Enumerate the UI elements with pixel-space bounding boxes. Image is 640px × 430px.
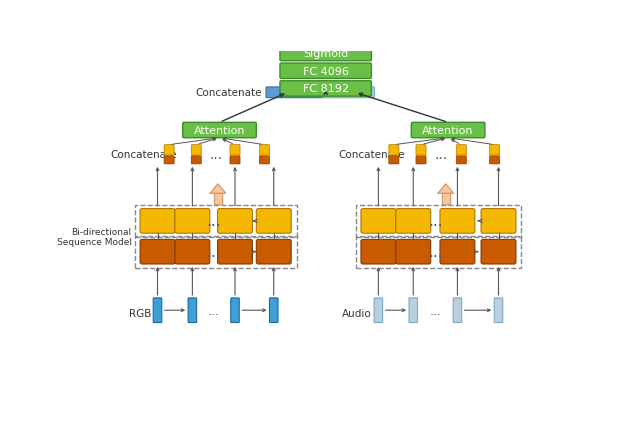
FancyBboxPatch shape xyxy=(175,240,210,264)
FancyBboxPatch shape xyxy=(456,145,467,156)
Text: ...: ... xyxy=(428,245,443,260)
Text: Concatenate: Concatenate xyxy=(110,150,177,160)
FancyBboxPatch shape xyxy=(182,123,256,138)
FancyBboxPatch shape xyxy=(153,298,162,323)
Text: ...: ... xyxy=(429,304,442,317)
FancyBboxPatch shape xyxy=(374,298,383,323)
Bar xyxy=(355,205,522,237)
FancyBboxPatch shape xyxy=(396,240,431,264)
FancyBboxPatch shape xyxy=(440,209,475,233)
FancyBboxPatch shape xyxy=(175,209,210,233)
FancyBboxPatch shape xyxy=(361,240,396,264)
Polygon shape xyxy=(214,194,222,205)
FancyBboxPatch shape xyxy=(256,209,291,233)
FancyBboxPatch shape xyxy=(389,145,399,156)
FancyBboxPatch shape xyxy=(490,145,500,156)
Text: Sigmoid: Sigmoid xyxy=(303,49,348,59)
FancyBboxPatch shape xyxy=(230,145,240,156)
Text: RGB: RGB xyxy=(129,309,151,319)
Text: Concatenate: Concatenate xyxy=(339,150,405,160)
FancyBboxPatch shape xyxy=(323,88,374,98)
FancyBboxPatch shape xyxy=(456,157,467,165)
Bar xyxy=(355,236,522,268)
Text: ...: ... xyxy=(206,214,221,229)
Text: ...: ... xyxy=(428,214,443,229)
FancyBboxPatch shape xyxy=(481,240,516,264)
Text: FC 8192: FC 8192 xyxy=(303,84,349,94)
FancyBboxPatch shape xyxy=(266,88,323,98)
FancyBboxPatch shape xyxy=(191,145,202,156)
FancyBboxPatch shape xyxy=(396,209,431,233)
FancyBboxPatch shape xyxy=(416,145,426,156)
FancyBboxPatch shape xyxy=(164,157,174,165)
FancyBboxPatch shape xyxy=(481,209,516,233)
FancyBboxPatch shape xyxy=(218,240,252,264)
FancyBboxPatch shape xyxy=(412,123,485,138)
FancyBboxPatch shape xyxy=(490,157,500,165)
FancyBboxPatch shape xyxy=(409,298,417,323)
FancyBboxPatch shape xyxy=(191,157,202,165)
Polygon shape xyxy=(438,184,454,194)
Text: ...: ... xyxy=(209,148,222,162)
FancyBboxPatch shape xyxy=(269,298,278,323)
Bar xyxy=(134,236,296,268)
FancyBboxPatch shape xyxy=(494,298,503,323)
FancyBboxPatch shape xyxy=(218,209,252,233)
Text: ...: ... xyxy=(208,304,220,317)
FancyBboxPatch shape xyxy=(280,46,371,61)
FancyBboxPatch shape xyxy=(256,240,291,264)
Text: ...: ... xyxy=(435,148,448,162)
Bar xyxy=(134,205,296,237)
FancyBboxPatch shape xyxy=(259,157,269,165)
FancyBboxPatch shape xyxy=(416,157,426,165)
Polygon shape xyxy=(442,194,450,205)
Text: Attention: Attention xyxy=(422,126,474,136)
FancyBboxPatch shape xyxy=(389,157,399,165)
FancyBboxPatch shape xyxy=(259,145,269,156)
FancyBboxPatch shape xyxy=(164,145,174,156)
FancyBboxPatch shape xyxy=(231,298,239,323)
FancyBboxPatch shape xyxy=(280,64,371,79)
Text: Attention: Attention xyxy=(194,126,245,136)
FancyBboxPatch shape xyxy=(361,209,396,233)
Text: Bi-directional
Sequence Model: Bi-directional Sequence Model xyxy=(56,227,132,246)
Polygon shape xyxy=(214,193,222,194)
Text: Audio: Audio xyxy=(342,309,372,319)
FancyBboxPatch shape xyxy=(140,209,175,233)
FancyBboxPatch shape xyxy=(440,240,475,264)
Polygon shape xyxy=(210,184,226,194)
FancyBboxPatch shape xyxy=(230,157,240,165)
FancyBboxPatch shape xyxy=(453,298,461,323)
Polygon shape xyxy=(442,193,450,194)
FancyBboxPatch shape xyxy=(140,240,175,264)
FancyBboxPatch shape xyxy=(188,298,196,323)
Text: Concatenate: Concatenate xyxy=(196,88,262,98)
FancyBboxPatch shape xyxy=(280,82,371,97)
Text: FC 4096: FC 4096 xyxy=(303,67,349,77)
Text: ...: ... xyxy=(206,245,221,260)
